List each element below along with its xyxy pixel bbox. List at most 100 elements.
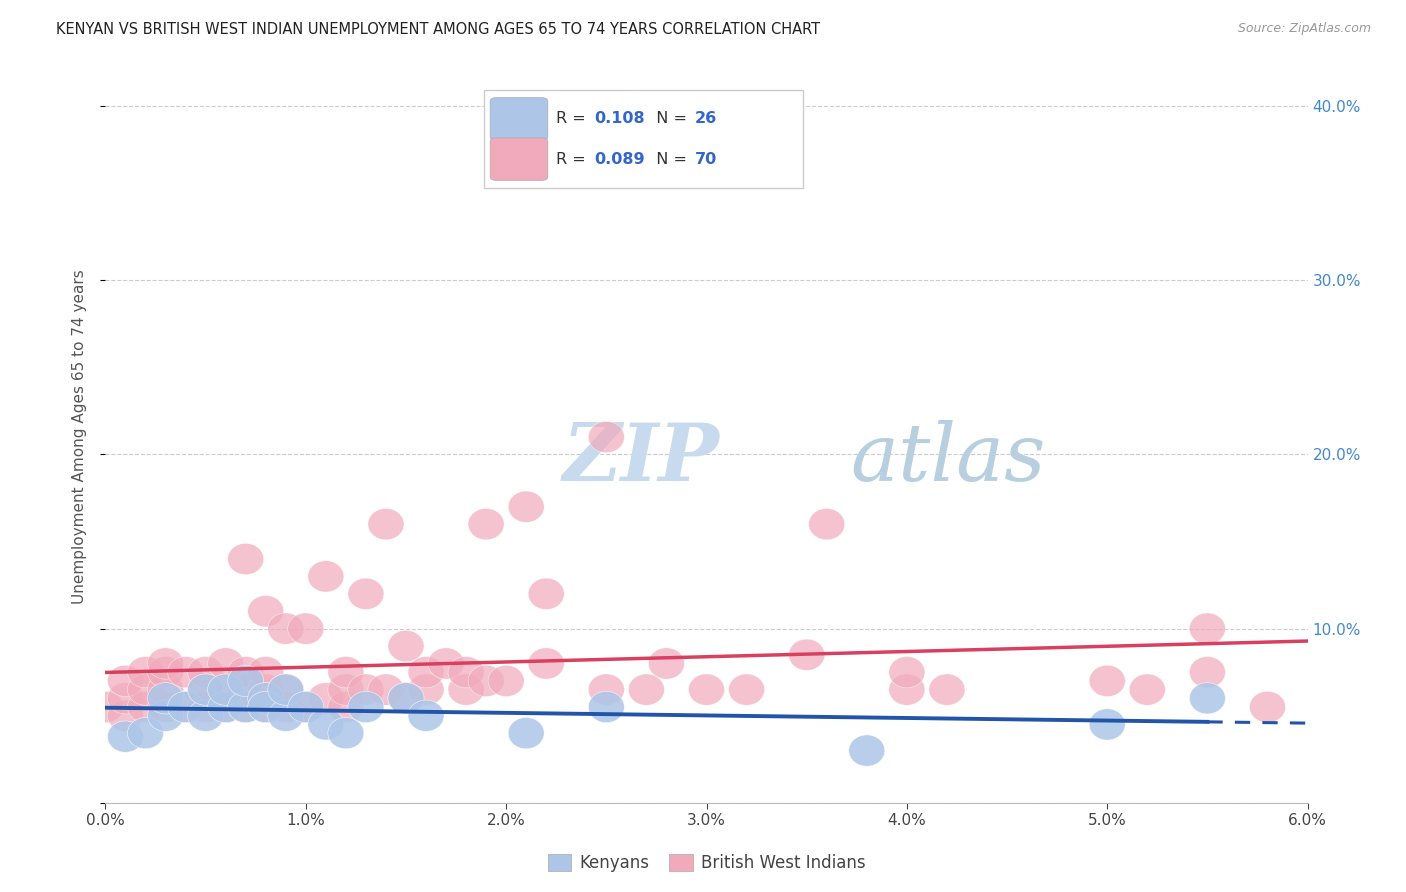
Ellipse shape xyxy=(588,691,624,723)
FancyBboxPatch shape xyxy=(491,138,548,180)
Ellipse shape xyxy=(167,691,204,723)
Ellipse shape xyxy=(449,657,484,688)
Text: 0.108: 0.108 xyxy=(595,112,645,127)
Ellipse shape xyxy=(228,691,264,723)
Ellipse shape xyxy=(347,578,384,609)
Text: ZIP: ZIP xyxy=(562,420,718,498)
Ellipse shape xyxy=(1250,691,1285,723)
Y-axis label: Unemployment Among Ages 65 to 74 years: Unemployment Among Ages 65 to 74 years xyxy=(72,269,87,605)
Ellipse shape xyxy=(107,665,143,697)
Ellipse shape xyxy=(449,674,484,706)
Text: N =: N = xyxy=(647,112,693,127)
Ellipse shape xyxy=(187,674,224,706)
Ellipse shape xyxy=(388,631,425,662)
Ellipse shape xyxy=(388,682,425,714)
Ellipse shape xyxy=(1189,613,1226,644)
Ellipse shape xyxy=(167,657,204,688)
Text: N =: N = xyxy=(647,152,693,167)
Ellipse shape xyxy=(128,674,163,706)
Ellipse shape xyxy=(808,508,845,540)
Text: KENYAN VS BRITISH WEST INDIAN UNEMPLOYMENT AMONG AGES 65 TO 74 YEARS CORRELATION: KENYAN VS BRITISH WEST INDIAN UNEMPLOYME… xyxy=(56,22,820,37)
Ellipse shape xyxy=(508,717,544,748)
Ellipse shape xyxy=(208,691,243,723)
Ellipse shape xyxy=(388,682,425,714)
Ellipse shape xyxy=(347,674,384,706)
Ellipse shape xyxy=(488,665,524,697)
Ellipse shape xyxy=(308,709,344,740)
Ellipse shape xyxy=(308,682,344,714)
Ellipse shape xyxy=(628,674,665,706)
Ellipse shape xyxy=(347,691,384,723)
Ellipse shape xyxy=(328,674,364,706)
Ellipse shape xyxy=(187,657,224,688)
Ellipse shape xyxy=(267,691,304,723)
Ellipse shape xyxy=(208,674,243,706)
Ellipse shape xyxy=(208,674,243,706)
Ellipse shape xyxy=(308,561,344,592)
Ellipse shape xyxy=(1129,674,1166,706)
Ellipse shape xyxy=(128,691,163,723)
Ellipse shape xyxy=(789,639,825,671)
Ellipse shape xyxy=(187,700,224,731)
Ellipse shape xyxy=(247,657,284,688)
Text: R =: R = xyxy=(557,112,591,127)
Ellipse shape xyxy=(228,543,264,574)
Ellipse shape xyxy=(247,682,284,714)
Ellipse shape xyxy=(328,717,364,748)
Ellipse shape xyxy=(148,682,184,714)
Ellipse shape xyxy=(87,691,124,723)
Ellipse shape xyxy=(288,613,323,644)
Text: 0.089: 0.089 xyxy=(595,152,645,167)
Ellipse shape xyxy=(689,674,724,706)
Ellipse shape xyxy=(368,674,404,706)
Text: R =: R = xyxy=(557,152,591,167)
Ellipse shape xyxy=(208,691,243,723)
Ellipse shape xyxy=(247,691,284,723)
Ellipse shape xyxy=(267,700,304,731)
Text: 26: 26 xyxy=(695,112,717,127)
Ellipse shape xyxy=(228,674,264,706)
Ellipse shape xyxy=(529,648,564,679)
Ellipse shape xyxy=(588,674,624,706)
Ellipse shape xyxy=(128,717,163,748)
Ellipse shape xyxy=(408,700,444,731)
Ellipse shape xyxy=(368,508,404,540)
Ellipse shape xyxy=(167,691,204,723)
Ellipse shape xyxy=(228,665,264,697)
Ellipse shape xyxy=(648,648,685,679)
Ellipse shape xyxy=(107,721,143,752)
Ellipse shape xyxy=(288,691,323,723)
Ellipse shape xyxy=(508,491,544,523)
Ellipse shape xyxy=(1189,657,1226,688)
Ellipse shape xyxy=(728,674,765,706)
Ellipse shape xyxy=(228,657,264,688)
Ellipse shape xyxy=(148,691,184,723)
Text: Source: ZipAtlas.com: Source: ZipAtlas.com xyxy=(1237,22,1371,36)
Ellipse shape xyxy=(148,700,184,731)
Ellipse shape xyxy=(328,691,364,723)
Ellipse shape xyxy=(187,674,224,706)
Ellipse shape xyxy=(148,648,184,679)
Ellipse shape xyxy=(1090,709,1125,740)
Ellipse shape xyxy=(187,691,224,723)
Ellipse shape xyxy=(148,657,184,688)
Ellipse shape xyxy=(208,648,243,679)
Ellipse shape xyxy=(107,700,143,731)
Ellipse shape xyxy=(247,674,284,706)
FancyBboxPatch shape xyxy=(491,98,548,140)
Text: 70: 70 xyxy=(695,152,717,167)
Ellipse shape xyxy=(247,691,284,723)
FancyBboxPatch shape xyxy=(484,90,803,188)
Ellipse shape xyxy=(328,657,364,688)
Ellipse shape xyxy=(267,674,304,706)
Ellipse shape xyxy=(1189,682,1226,714)
Ellipse shape xyxy=(889,657,925,688)
Ellipse shape xyxy=(267,674,304,706)
Ellipse shape xyxy=(889,674,925,706)
Ellipse shape xyxy=(408,657,444,688)
Ellipse shape xyxy=(929,674,965,706)
Ellipse shape xyxy=(588,421,624,453)
Ellipse shape xyxy=(529,578,564,609)
Ellipse shape xyxy=(408,674,444,706)
Legend: Kenyans, British West Indians: Kenyans, British West Indians xyxy=(541,847,872,879)
